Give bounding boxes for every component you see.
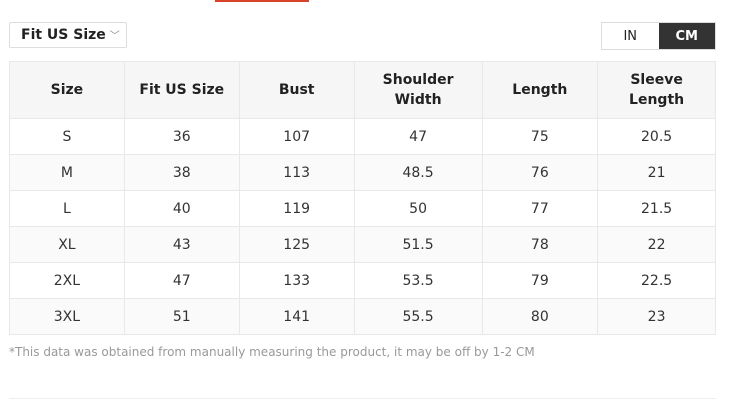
table-cell: 2XL [9, 262, 125, 299]
table-cell: 21.5 [597, 190, 716, 227]
table-cell: 51 [123, 298, 240, 335]
unit-cm-button[interactable]: CM [658, 23, 715, 49]
table-cell: 21 [597, 154, 716, 191]
measurement-note: *This data was obtained from manually me… [9, 345, 535, 359]
table-cell: 36 [123, 118, 240, 155]
table-row: M 38 113 48.5 76 21 [9, 154, 716, 191]
column-header: Length [481, 61, 599, 119]
table-cell: 125 [238, 226, 355, 263]
table-row: S 36 107 47 75 20.5 [9, 118, 716, 155]
column-header: Sleeve Length [597, 61, 716, 119]
table-row: L 40 119 50 77 21.5 [9, 190, 716, 227]
table-cell: 23 [597, 298, 716, 335]
table-cell: 79 [481, 262, 599, 299]
fit-size-dropdown[interactable]: Fit US Size ﹀ [9, 22, 127, 48]
table-cell: L [9, 190, 125, 227]
table-cell: 43 [123, 226, 240, 263]
table-cell: 141 [238, 298, 355, 335]
column-header: Shoulder Width [353, 61, 483, 119]
table-row: XL 43 125 51.5 78 22 [9, 226, 716, 263]
table-cell: S [9, 118, 125, 155]
table-cell: 113 [238, 154, 355, 191]
table-cell: 133 [238, 262, 355, 299]
table-cell: 107 [238, 118, 355, 155]
divider [9, 398, 716, 399]
table-cell: 22 [597, 226, 716, 263]
table-cell: 78 [481, 226, 599, 263]
column-header: Bust [238, 61, 355, 119]
table-cell: 3XL [9, 298, 125, 335]
table-row: 3XL 51 141 55.5 80 23 [9, 298, 716, 335]
table-cell: 80 [481, 298, 599, 335]
table-cell: 75 [481, 118, 599, 155]
column-header: Size [9, 61, 125, 119]
table-cell: 38 [123, 154, 240, 191]
unit-toggle: IN CM [601, 22, 716, 50]
dropdown-label: Fit US Size [21, 27, 106, 43]
table-cell: XL [9, 226, 125, 263]
table-cell: 50 [353, 190, 483, 227]
table-cell: 53.5 [353, 262, 483, 299]
table-row: 2XL 47 133 53.5 79 22.5 [9, 262, 716, 299]
table-cell: 47 [123, 262, 240, 299]
table-cell: 51.5 [353, 226, 483, 263]
column-header: Fit US Size [123, 61, 240, 119]
table-cell: 20.5 [597, 118, 716, 155]
table-cell: 119 [238, 190, 355, 227]
table-cell: 40 [123, 190, 240, 227]
table-cell: 48.5 [353, 154, 483, 191]
table-cell: 22.5 [597, 262, 716, 299]
table-cell: 55.5 [353, 298, 483, 335]
table-cell: M [9, 154, 125, 191]
table-cell: 77 [481, 190, 599, 227]
size-chart-table: Size Fit US Size Bust Shoulder Width Length S… [9, 61, 716, 335]
table-cell: 47 [353, 118, 483, 155]
unit-in-button[interactable]: IN [623, 28, 638, 44]
chevron-down-icon: ﹀ [109, 31, 120, 42]
table-cell: 76 [481, 154, 599, 191]
active-tab-indicator [215, 0, 309, 2]
